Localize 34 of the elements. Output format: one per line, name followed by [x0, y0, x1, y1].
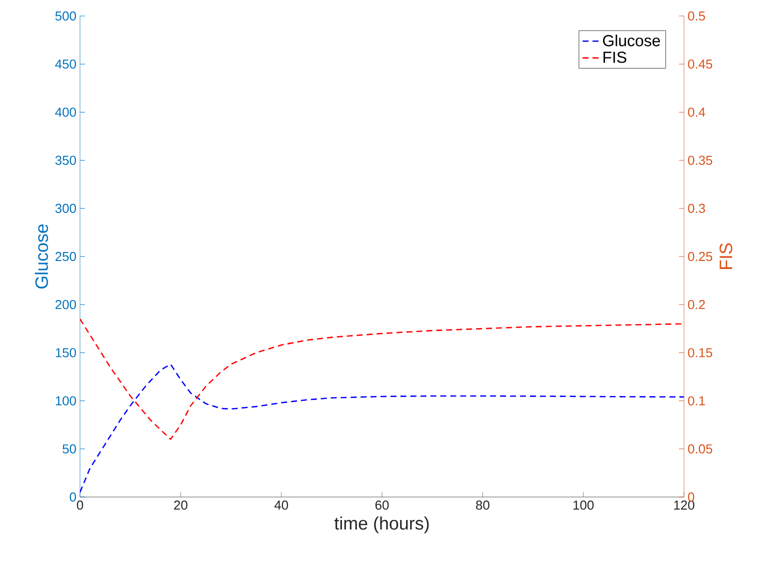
- x-tick-label: 60: [375, 500, 389, 510]
- legend-label: Glucose: [603, 34, 660, 46]
- y2-tick-label: 0.25: [688, 252, 712, 262]
- y-tick-label: 0: [70, 492, 76, 502]
- x-tick-label: 20: [174, 500, 188, 510]
- y-tick-label: 250: [56, 252, 76, 262]
- legend-label: FIS: [604, 52, 626, 63]
- y2-tick-label: 0.35: [688, 156, 712, 165]
- x-axis-title: time (hours): [334, 516, 429, 534]
- y-tick-label: 200: [56, 300, 76, 310]
- y-tick-label: 500: [55, 11, 76, 21]
- y2-tick-label: 0.4: [688, 108, 706, 117]
- y-tick-label: 400: [55, 108, 76, 117]
- y2-tick-label: 0.15: [688, 348, 712, 358]
- y-tick-label: 450: [55, 60, 76, 69]
- x-tick-label: 100: [574, 500, 594, 510]
- y-tick-label: 50: [62, 444, 76, 454]
- y2-tick-label: 0.2: [688, 300, 705, 310]
- y-axis-title: Glucose: [34, 224, 48, 288]
- y-tick-label: 300: [55, 204, 76, 213]
- y-tick-label: 150: [56, 348, 76, 358]
- y2-tick-label: 0: [688, 492, 694, 502]
- y2-tick-label: 0.5: [688, 11, 705, 21]
- x-tick-label: 80: [476, 500, 490, 510]
- y2-axis-title: FIS: [720, 243, 732, 269]
- x-tick-label: 120: [674, 500, 694, 510]
- y2-tick-label: 0.3: [688, 204, 705, 213]
- y-tick-label: 100: [56, 396, 76, 406]
- y2-tick-label: 0.05: [688, 444, 712, 454]
- y-tick-label: 350: [55, 156, 76, 165]
- y2-tick-label: 0.45: [688, 60, 712, 69]
- y2-tick-label: 0.1: [688, 396, 705, 406]
- x-tick-label: 40: [274, 500, 288, 510]
- x-tick-label: 0: [76, 500, 84, 510]
